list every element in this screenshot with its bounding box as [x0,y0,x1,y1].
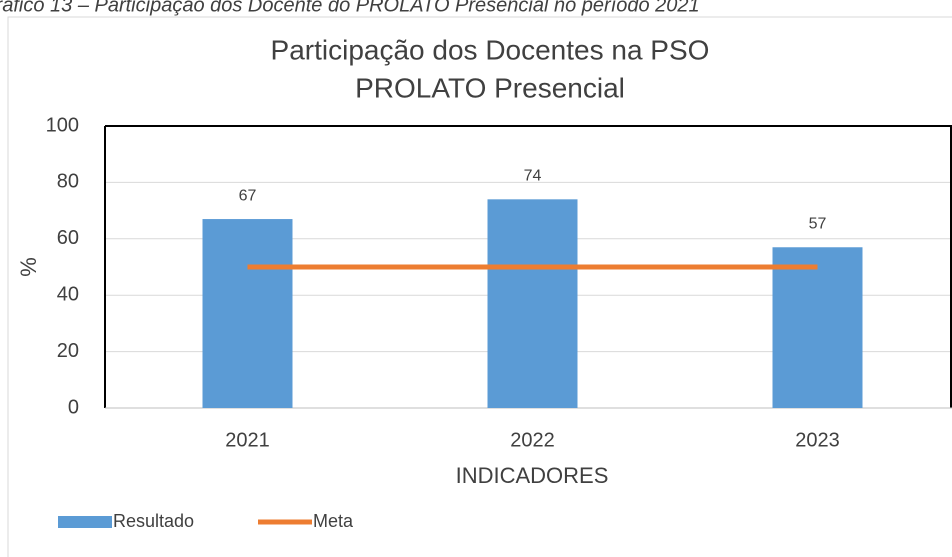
bar [202,219,293,408]
y-tick-label: 60 [57,227,79,249]
chart-title: Participação dos Docentes na PSO [271,34,710,65]
data-label: 74 [524,168,542,185]
bar [772,247,863,408]
y-tick-label: 0 [68,396,79,418]
legend-swatch [58,516,112,528]
chart-title: PROLATO Presencial [355,72,625,103]
legend-label: Resultado [113,511,194,531]
x-tick-label: 2021 [225,429,270,451]
y-tick-label: 100 [46,114,79,136]
x-axis-title: INDICADORES [456,463,609,488]
data-label: 57 [809,215,827,232]
y-tick-label: 80 [57,171,79,193]
y-axis-title: % [16,257,41,277]
legend-label: Meta [313,511,354,531]
data-label: 67 [239,187,257,204]
bar [487,199,578,408]
x-tick-label: 2022 [510,429,555,451]
y-tick-label: 20 [57,340,79,362]
caption: Gráfico 13 – Participação dos Docente do… [0,0,700,16]
y-tick-label: 40 [57,283,79,305]
x-tick-label: 2023 [795,429,840,451]
